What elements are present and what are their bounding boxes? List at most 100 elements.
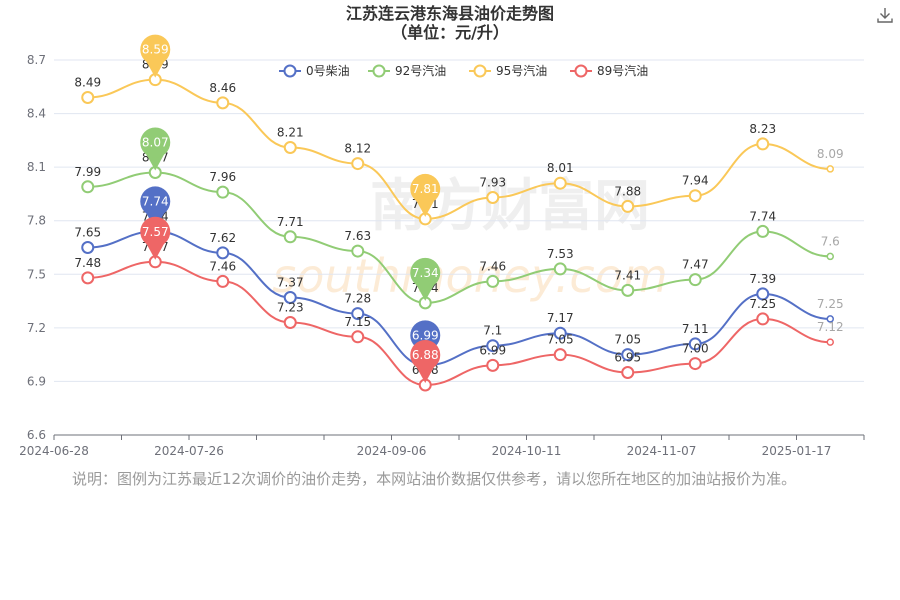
- data-label: 7.62: [209, 231, 236, 245]
- data-label: 7.37: [277, 276, 304, 290]
- pin-head: [410, 340, 441, 370]
- chart-note: 说明：图例为江苏最近12次调价的油价走势，本网站油价数据仅供参考，请以您所在地区…: [72, 470, 797, 488]
- pin-head: [410, 257, 441, 288]
- data-label: 7.6: [821, 234, 840, 248]
- data-point: [756, 287, 770, 301]
- data-point: [216, 274, 230, 288]
- data-point: [553, 262, 567, 276]
- data-label: 7.41: [614, 268, 641, 282]
- data-point: [351, 244, 365, 258]
- legend-label: 92号汽油: [395, 63, 446, 78]
- data-label: 8.21: [277, 126, 304, 140]
- data-point: [486, 191, 500, 204]
- y-tick-label: 7.5: [27, 267, 46, 281]
- pin-head: [140, 186, 171, 217]
- x-tick-label: 2024-09-06: [357, 444, 427, 458]
- series-4: 7.487.577.467.237.156.886.997.056.957.00…: [74, 240, 844, 392]
- x-tick-label: 2024-10-11: [492, 444, 562, 458]
- data-label: 7.17: [547, 311, 574, 325]
- y-tick-label: 6.9: [27, 374, 46, 388]
- legend-marker: [283, 64, 297, 78]
- data-point: [216, 185, 230, 199]
- data-label: 7.88: [614, 184, 641, 198]
- data-point: [826, 315, 834, 323]
- data-point: [283, 316, 297, 329]
- legend-label: 0号柴油: [306, 64, 350, 78]
- legend-marker: [372, 64, 386, 78]
- y-tick-label: 8.4: [27, 107, 46, 121]
- data-label: 8.01: [547, 161, 574, 175]
- max-pin: 7.57: [140, 216, 171, 260]
- data-point: [216, 96, 230, 110]
- data-label: 7.46: [479, 259, 506, 273]
- legend-item[interactable]: 92号汽油: [368, 63, 446, 78]
- data-point: [688, 189, 702, 203]
- data-label: 7.39: [749, 272, 776, 286]
- data-label: 7.65: [74, 226, 101, 240]
- pin-label: 8.59: [142, 43, 169, 57]
- data-label: 7.1: [483, 324, 502, 338]
- legend: 0号柴油 92号汽油 95号汽油 89号汽油: [279, 63, 648, 78]
- data-point: [688, 337, 702, 351]
- data-label: 7.05: [547, 333, 574, 347]
- data-label: 7.05: [614, 333, 641, 347]
- data-point: [756, 224, 770, 238]
- data-point: [688, 357, 702, 371]
- data-label: 7.25: [749, 297, 776, 311]
- data-label: 8.12: [344, 142, 371, 156]
- data-point: [486, 274, 500, 288]
- chart-subtitle: （单位：元/升）: [391, 23, 509, 42]
- chart-title: 江苏连云港东海县油价走势图: [345, 4, 554, 23]
- data-label: 7.48: [74, 256, 101, 270]
- y-tick-label: 7.8: [27, 214, 46, 228]
- series-2: 7.998.077.967.717.637.347.467.537.417.47…: [74, 151, 840, 310]
- data-label: 7.93: [479, 176, 506, 190]
- x-tick-label: 2024-11-07: [627, 444, 697, 458]
- data-point: [621, 348, 635, 362]
- data-point: [81, 91, 95, 104]
- watermark-text-en: southmoney.com: [272, 249, 667, 303]
- data-label: 7.96: [209, 170, 236, 184]
- data-label: 8.23: [749, 122, 776, 136]
- data-point: [283, 141, 297, 154]
- data-point: [81, 271, 95, 285]
- data-label: 7.11: [682, 322, 709, 336]
- data-point: [216, 246, 230, 260]
- data-point: [486, 339, 500, 353]
- data-point: [826, 338, 834, 346]
- data-point: [81, 241, 95, 254]
- data-label: 7.94: [682, 174, 709, 188]
- y-tick-label: 8.7: [27, 53, 46, 67]
- data-label: 6.95: [614, 351, 641, 365]
- y-tick-label: 6.6: [27, 428, 46, 442]
- y-tick-label: 7.2: [27, 321, 46, 335]
- legend-marker: [574, 64, 588, 78]
- legend-label: 89号汽油: [597, 63, 648, 78]
- data-point: [351, 330, 365, 344]
- pin-head: [140, 127, 171, 158]
- data-label: 7.28: [344, 292, 371, 306]
- data-point: [553, 326, 567, 340]
- x-tick-label: 2024-07-26: [154, 444, 224, 458]
- pin-label: 8.07: [142, 136, 169, 150]
- data-label: 7.53: [547, 247, 574, 261]
- pin-label: 7.74: [142, 194, 169, 208]
- data-label: 6.99: [479, 343, 506, 357]
- legend-item[interactable]: 95号汽油: [469, 63, 547, 78]
- min-pin: 7.34: [410, 257, 441, 301]
- data-point: [621, 283, 635, 297]
- legend-item[interactable]: 0号柴油: [279, 64, 350, 78]
- data-label: 7.25: [817, 297, 844, 311]
- data-point: [826, 252, 834, 261]
- data-point: [553, 176, 567, 190]
- data-point: [351, 157, 365, 171]
- min-pin: 7.81: [410, 173, 441, 217]
- data-label: 7.71: [277, 215, 304, 229]
- max-pin: 8.59: [140, 34, 171, 78]
- pin-head: [410, 173, 441, 204]
- download-icon[interactable]: [876, 6, 894, 24]
- pin-head: [140, 216, 171, 247]
- pin-label: 6.88: [412, 348, 439, 362]
- data-label: 7.47: [682, 258, 709, 272]
- legend-item[interactable]: 89号汽油: [570, 63, 648, 78]
